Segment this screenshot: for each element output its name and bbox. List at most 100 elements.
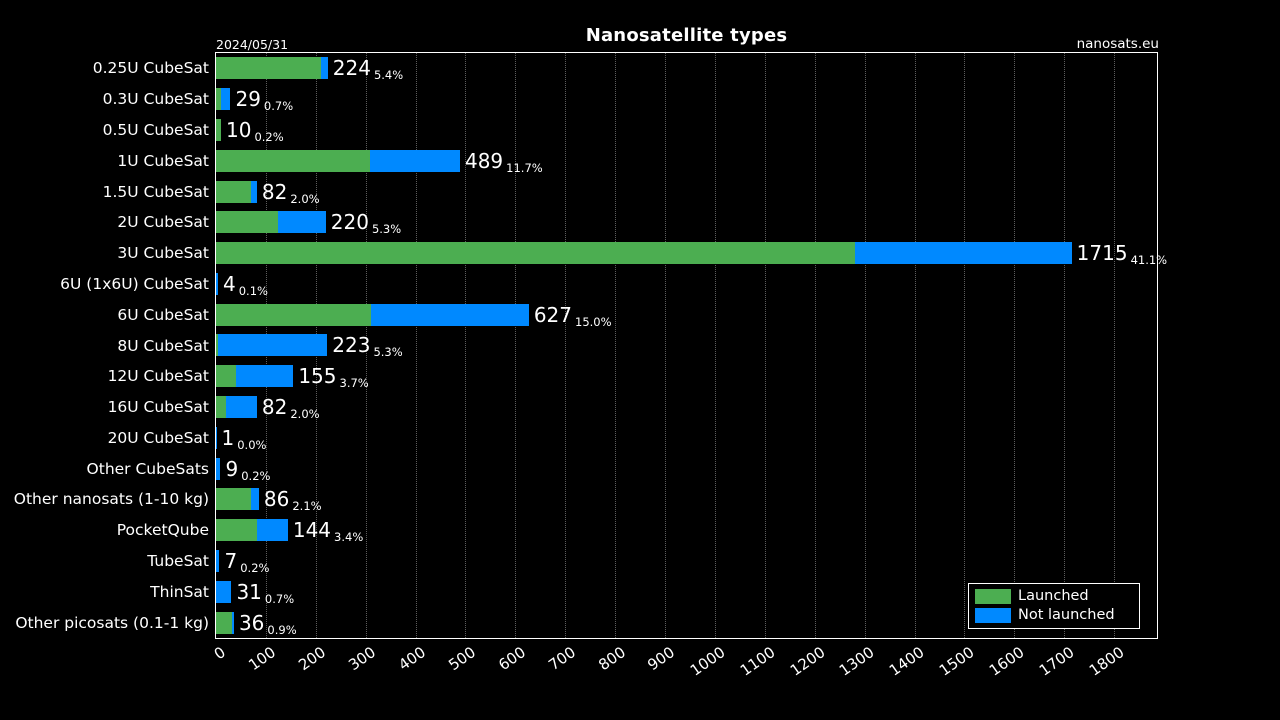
bar xyxy=(216,272,218,295)
gridline-500 xyxy=(465,53,467,638)
x-tick-label: 1400 xyxy=(886,643,928,680)
legend-row-not-launched: Not launched xyxy=(975,608,1133,623)
value-label: 29 0.7% xyxy=(235,87,293,112)
value-percent: 0.2% xyxy=(240,561,270,576)
bar-segment-not-launched xyxy=(217,334,328,357)
value-total: 144 xyxy=(292,518,332,543)
category-label: 1U CubeSat xyxy=(117,151,209,170)
category-label: Other picosats (0.1-1 kg) xyxy=(15,613,209,632)
value-percent: 0.9% xyxy=(267,622,297,637)
value-total: 82 xyxy=(261,395,288,420)
value-percent: 5.3% xyxy=(373,345,403,360)
value-percent: 41.1% xyxy=(1130,253,1168,268)
x-tick-label: 400 xyxy=(395,643,429,675)
bar-segment-not-launched xyxy=(216,580,232,603)
value-total: 10 xyxy=(225,117,252,142)
category-label: 2U CubeSat xyxy=(117,213,209,232)
bar xyxy=(216,519,288,542)
bar-row: 1 0.0% xyxy=(216,422,1157,453)
value-label: 1715 41.1% xyxy=(1077,243,1167,266)
value-total: 29 xyxy=(235,87,261,112)
y-axis-labels: 0.25U CubeSat 0.3U CubeSat 0.5U CubeSat 1U … xyxy=(0,53,209,638)
bar-segment-launched xyxy=(216,303,371,326)
value-label: 9 0.2% xyxy=(225,459,270,482)
bar-segment-not-launched xyxy=(277,211,326,234)
bar-row: 86 2.1% xyxy=(216,484,1157,515)
bar-segment-not-launched xyxy=(216,457,221,480)
bar-segment-launched xyxy=(216,519,258,542)
bar-segment-launched xyxy=(216,396,226,419)
bar-row: 155 3.7% xyxy=(216,361,1157,392)
bar-segment-launched xyxy=(216,365,237,388)
value-percent: 0.7% xyxy=(264,591,295,606)
value-percent: 0.2% xyxy=(254,129,284,144)
legend-row-launched: Launched xyxy=(975,589,1133,604)
bar xyxy=(216,57,328,80)
x-tick-label: 1000 xyxy=(686,643,729,680)
bar xyxy=(216,611,234,634)
legend-label-launched: Launched xyxy=(1018,588,1089,605)
legend: Launched Not launched xyxy=(968,583,1140,629)
value-percent: 3.4% xyxy=(334,530,364,545)
value-label: 1 0.0% xyxy=(221,425,266,451)
value-percent: 2.1% xyxy=(292,499,322,514)
value-label: 4 0.1% xyxy=(223,274,268,297)
bar xyxy=(216,550,220,573)
gridline-300 xyxy=(365,53,367,638)
category-label: 20U CubeSat xyxy=(107,428,209,447)
bar-segment-launched xyxy=(216,242,855,265)
legend-label-not-launched: Not launched xyxy=(1018,607,1115,624)
value-total: 489 xyxy=(464,148,504,173)
category-label: 6U (1x6U) CubeSat xyxy=(60,274,209,293)
value-label: 10 0.2% xyxy=(225,117,284,143)
bar-segment-not-launched xyxy=(236,365,294,388)
x-tick-label: 600 xyxy=(494,643,529,675)
category-label: 3U CubeSat xyxy=(117,244,209,263)
bar-row: 82 2.0% xyxy=(216,176,1157,207)
x-tick-label: 0 xyxy=(211,643,230,664)
bar-segment-not-launched xyxy=(320,57,328,80)
bar-segment-not-launched xyxy=(221,88,231,111)
value-percent: 11.7% xyxy=(506,160,543,175)
value-percent: 15.0% xyxy=(575,314,612,329)
gridline-800 xyxy=(615,53,617,638)
bar xyxy=(216,303,529,326)
value-label: 82 2.0% xyxy=(261,395,320,420)
bar-segment-not-launched xyxy=(250,180,257,203)
value-label: 82 2.0% xyxy=(262,182,320,205)
bar-segment-not-launched xyxy=(216,550,220,573)
plot-area: 224 5.4% 29 0.7% 10 0.2% 489 11.7% 82 2.0% 220 5.3%… xyxy=(215,52,1167,639)
bar-segment-not-launched xyxy=(257,519,288,542)
value-percent: 0.2% xyxy=(241,468,271,483)
value-label: 155 3.7% xyxy=(298,366,368,389)
chart-title: Nanosatellite types xyxy=(585,25,788,46)
gridline-700 xyxy=(565,53,567,638)
value-percent: 2.0% xyxy=(290,191,320,206)
category-label: Other CubeSats xyxy=(86,459,209,478)
value-total: 1 xyxy=(221,425,235,450)
bar xyxy=(216,149,460,172)
gridline-1400 xyxy=(914,53,916,638)
bar-segment-launched xyxy=(216,149,370,172)
category-label: ThinSat xyxy=(150,582,209,601)
bar xyxy=(216,88,231,111)
value-total: 31 xyxy=(236,579,262,604)
bar xyxy=(216,180,257,203)
x-tick-label: 100 xyxy=(245,643,280,675)
x-axis-labels: 0 100 200 300 400 500 600 700 800 900 1000 1100 1200… xyxy=(211,641,1215,701)
bar xyxy=(216,396,257,419)
bar-row: 9 0.2% xyxy=(216,453,1157,484)
bar-segment-not-launched xyxy=(854,242,1072,265)
value-label: 31 0.7% xyxy=(236,579,294,605)
bar-row: 220 5.3% xyxy=(216,207,1157,238)
bar-segment-launched xyxy=(216,488,252,511)
x-tick-label: 1600 xyxy=(986,643,1028,680)
value-label: 223 5.3% xyxy=(332,335,402,358)
category-label: TubeSat xyxy=(147,552,209,571)
gridline-600 xyxy=(515,53,517,638)
gridline-1300 xyxy=(864,53,866,638)
bar-row: 489 11.7% xyxy=(216,145,1157,176)
value-percent: 3.7% xyxy=(339,376,369,391)
gridline-1800 xyxy=(1114,53,1116,638)
category-label: 12U CubeSat xyxy=(107,367,209,386)
